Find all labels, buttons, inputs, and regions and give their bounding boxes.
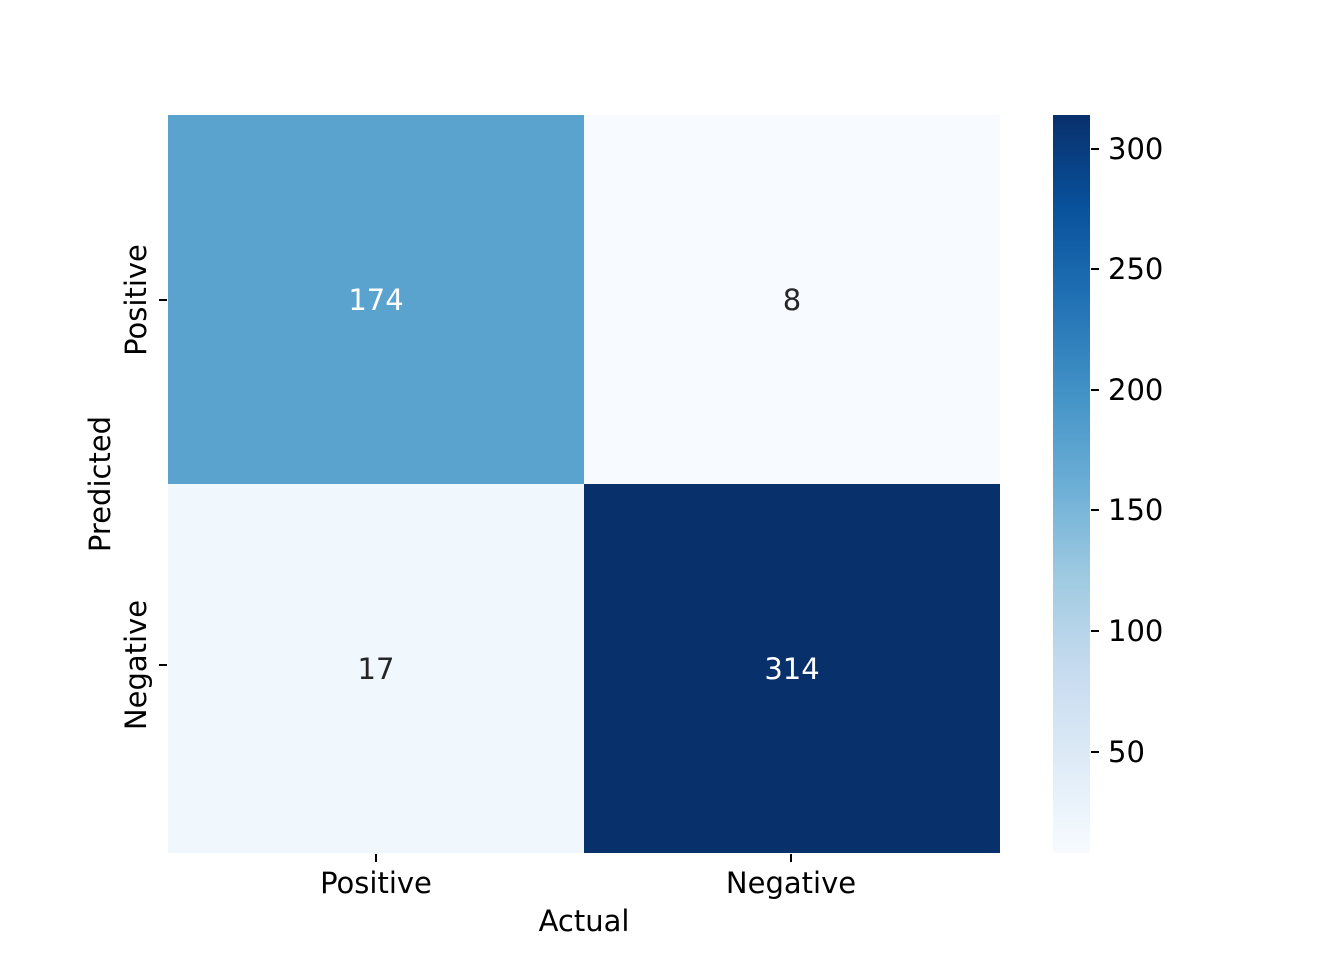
- heatmap-plot: 174 8 17 314: [168, 115, 1000, 853]
- heatmap-cell-predicted-negative-actual-negative: 314: [584, 484, 1000, 853]
- cell-value: 174: [348, 282, 404, 317]
- cell-value: 314: [764, 651, 820, 686]
- y-tick-mark-negative: [159, 664, 167, 666]
- heatmap-cell-predicted-positive-actual-negative: 8: [584, 115, 1000, 484]
- x-tick-label-negative: Negative: [725, 866, 857, 900]
- colorbar-tick-label-300: 300: [1108, 132, 1164, 166]
- y-tick-label-positive: Positive: [119, 244, 153, 356]
- colorbar-tick-mark-250: [1091, 268, 1099, 270]
- colorbar-tick-mark-200: [1091, 389, 1099, 391]
- y-tick-mark-positive: [159, 299, 167, 301]
- x-axis-label: Actual: [538, 904, 630, 938]
- x-tick-mark-negative: [790, 854, 792, 862]
- colorbar-tick-label-200: 200: [1108, 373, 1164, 407]
- y-axis-label: Predicted: [83, 415, 117, 553]
- heatmap-cell-predicted-negative-actual-positive: 17: [168, 484, 584, 853]
- colorbar-tick-label-150: 150: [1108, 493, 1164, 527]
- x-tick-mark-positive: [375, 854, 377, 862]
- colorbar-tick-label-50: 50: [1108, 735, 1145, 769]
- x-tick-label-positive: Positive: [320, 866, 432, 900]
- colorbar-tick-mark-100: [1091, 630, 1099, 632]
- colorbar-gradient: [1053, 115, 1090, 853]
- heatmap-cell-predicted-positive-actual-positive: 174: [168, 115, 584, 484]
- colorbar-tick-label-100: 100: [1108, 614, 1164, 648]
- cell-value: 8: [782, 282, 802, 317]
- cell-value: 17: [357, 651, 395, 686]
- colorbar-tick-mark-50: [1091, 751, 1099, 753]
- colorbar-tick-mark-300: [1091, 148, 1099, 150]
- colorbar-tick-label-250: 250: [1108, 252, 1164, 286]
- colorbar-tick-mark-150: [1091, 509, 1099, 511]
- y-tick-label-negative: Negative: [119, 599, 153, 731]
